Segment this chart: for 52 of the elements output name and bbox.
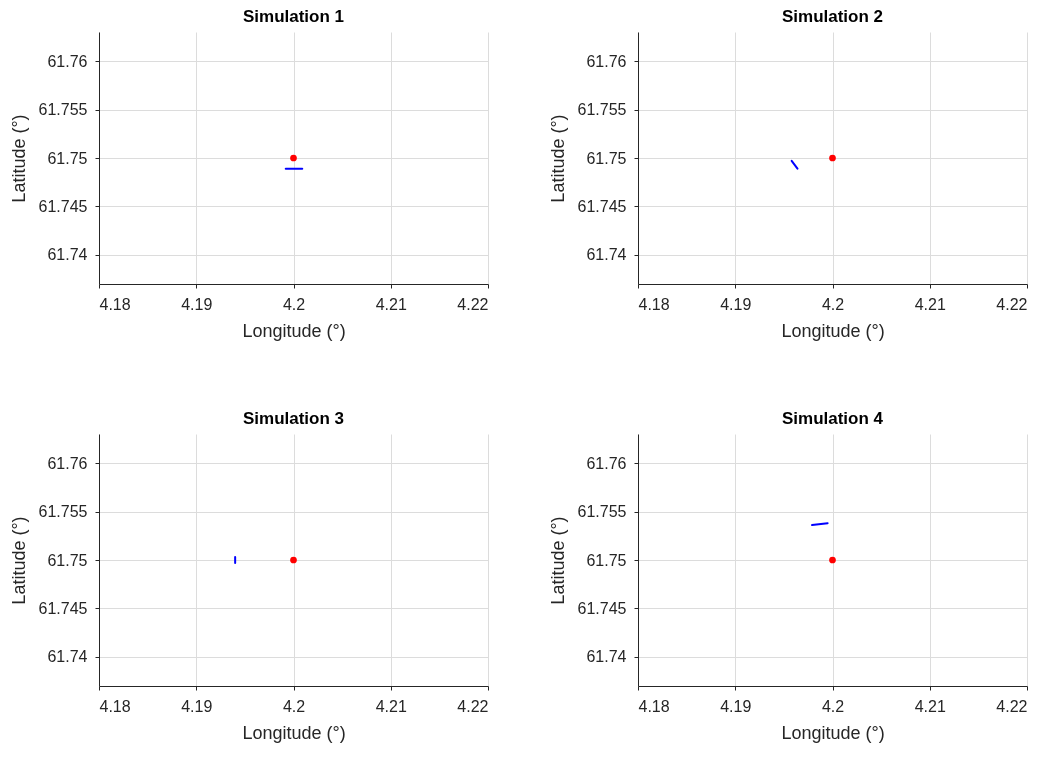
x-tick-label: 4.22 xyxy=(457,295,489,313)
x-tick-label: 4.18 xyxy=(638,697,670,715)
y-tick-label: 61.755 xyxy=(577,503,627,521)
y-tick-label: 61.76 xyxy=(47,52,88,70)
x-tick-label: 4.19 xyxy=(181,295,213,313)
y-tick-label: 61.75 xyxy=(47,149,88,167)
y-tick-label: 61.755 xyxy=(38,503,88,521)
y-tick-label: 61.76 xyxy=(586,454,627,472)
y-tick-label: 61.74 xyxy=(586,648,627,666)
x-tick-label: 4.19 xyxy=(720,295,752,313)
y-tick-label: 61.755 xyxy=(38,101,88,119)
x-axis-title: Longitude (°) xyxy=(781,722,885,743)
chart-title: Simulation 2 xyxy=(781,7,884,26)
x-tick-label: 4.2 xyxy=(282,697,306,715)
x-tick-label: 4.22 xyxy=(457,697,489,715)
y-tick-label: 61.745 xyxy=(577,599,627,617)
y-axis-title: Latitude (°) xyxy=(547,516,568,605)
x-tick-label: 4.19 xyxy=(720,697,752,715)
y-tick-label: 61.745 xyxy=(38,599,88,617)
x-tick-label: 4.21 xyxy=(914,697,946,715)
y-tick-label: 61.76 xyxy=(586,52,627,70)
x-axis-title: Longitude (°) xyxy=(781,320,885,341)
y-tick-label: 61.755 xyxy=(577,101,627,119)
y-axis-title: Latitude (°) xyxy=(8,516,29,605)
x-tick-label: 4.22 xyxy=(996,295,1028,313)
y-axis-title: Latitude (°) xyxy=(8,114,29,203)
chart-title: Simulation 3 xyxy=(242,409,345,428)
x-axis-title: Longitude (°) xyxy=(242,722,346,743)
x-tick-label: 4.22 xyxy=(996,697,1028,715)
x-tick-label: 4.2 xyxy=(282,295,306,313)
chart-title: Simulation 1 xyxy=(242,7,345,26)
y-tick-label: 61.74 xyxy=(586,246,627,264)
chart-title: Simulation 4 xyxy=(781,409,884,428)
x-tick-label: 4.21 xyxy=(375,295,407,313)
x-tick-label: 4.18 xyxy=(638,295,670,313)
y-tick-label: 61.75 xyxy=(47,551,88,569)
y-axis-title: Latitude (°) xyxy=(547,114,568,203)
x-tick-label: 4.2 xyxy=(821,295,845,313)
y-tick-label: 61.74 xyxy=(47,246,88,264)
x-tick-label: 4.2 xyxy=(821,697,845,715)
y-tick-label: 61.74 xyxy=(47,648,88,666)
x-axis-title: Longitude (°) xyxy=(242,320,346,341)
y-tick-label: 61.75 xyxy=(586,149,627,167)
y-tick-label: 61.745 xyxy=(577,197,627,215)
y-tick-label: 61.75 xyxy=(586,551,627,569)
x-tick-label: 4.18 xyxy=(99,697,131,715)
x-tick-label: 4.21 xyxy=(375,697,407,715)
x-tick-label: 4.18 xyxy=(99,295,131,313)
x-tick-label: 4.19 xyxy=(181,697,213,715)
x-tick-label: 4.21 xyxy=(914,295,946,313)
y-tick-label: 61.745 xyxy=(38,197,88,215)
y-tick-label: 61.76 xyxy=(47,454,88,472)
